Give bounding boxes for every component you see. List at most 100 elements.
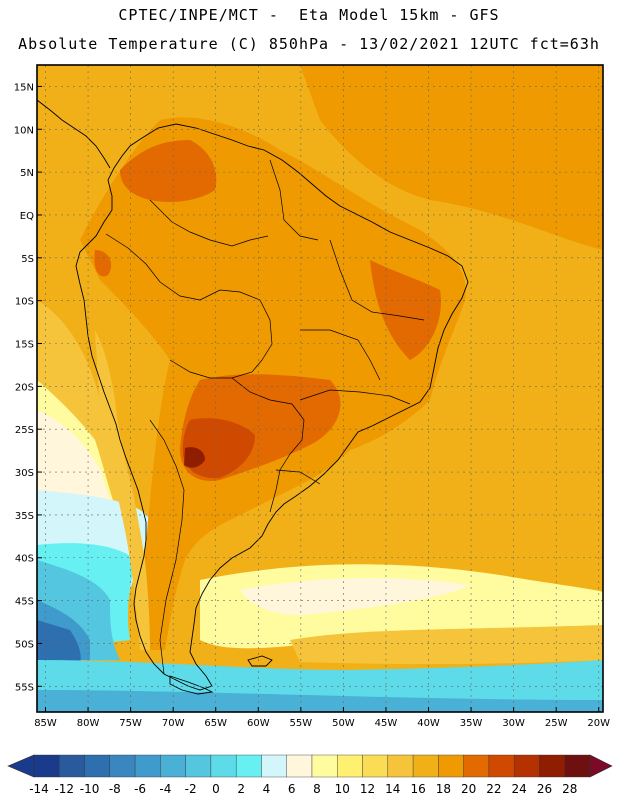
colorbar-label: 26: [537, 782, 552, 796]
colorbar-label: 12: [360, 782, 375, 796]
lat-tick-label: 55S: [15, 682, 34, 693]
colorbar-label: 24: [512, 782, 527, 796]
coastline-tierra-del-fuego: [169, 675, 214, 695]
colorbar-swatch: [463, 754, 490, 778]
colorbar-swatch: [564, 754, 591, 778]
lat-tick-label: 35S: [15, 511, 34, 522]
colorbar-swatch: [513, 754, 540, 778]
borders: [105, 159, 425, 675]
coastlines: [37, 99, 469, 695]
lon-tick-label: 40W: [417, 718, 440, 729]
colorbar-swatch: [539, 754, 565, 778]
lon-tick-label: 45W: [375, 718, 398, 729]
map-frame: [36, 64, 604, 713]
lat-tick-label: 10S: [15, 297, 34, 308]
colorbar-swatch: [311, 754, 338, 778]
lon-tick-label: 55W: [290, 718, 313, 729]
colorbar-label: -14: [29, 782, 49, 796]
colorbar-swatch: [362, 754, 389, 778]
colorbar-swatch: [210, 754, 237, 778]
colorbar-swatch: [337, 754, 363, 778]
border-10: [269, 159, 319, 241]
colorbar-swatch: [412, 754, 439, 778]
field-caribbean: [37, 65, 300, 130]
colorbar-label: -10: [80, 782, 100, 796]
border-9: [329, 239, 425, 321]
colorbar-label: 0: [212, 782, 220, 796]
field-north-atlantic: [300, 65, 603, 250]
lat-tick-label: 30S: [15, 468, 34, 479]
colorbar-swatch: [109, 754, 136, 778]
colorbar-label: -4: [159, 782, 171, 796]
colorbar-label: 16: [410, 782, 425, 796]
lat-tick-label: 5S: [21, 254, 34, 265]
field-south-5: [37, 620, 81, 665]
lat-tick-label: 10N: [14, 125, 34, 136]
colorbar-label: -6: [134, 782, 146, 796]
lat-tick-label: 50S: [15, 639, 34, 650]
chart-title: CPTEC/INPE/MCT - Eta Model 15km - GFS: [118, 6, 500, 24]
field-atlantic-cool-2: [240, 578, 470, 615]
lon-tick-label: 85W: [34, 718, 57, 729]
colorbar-label: 22: [486, 782, 501, 796]
lon-tick-label: 60W: [247, 718, 270, 729]
colorbar-swatch: [185, 754, 212, 778]
colorbar-arrow-right: [589, 754, 613, 778]
field-atlantic-mid: [290, 625, 603, 665]
coastline-south-america: [75, 123, 469, 691]
border-4: [169, 359, 263, 379]
colorbar-label: -2: [185, 782, 197, 796]
lon-tick-label: 65W: [204, 718, 227, 729]
colorbar-swatch: [286, 754, 313, 778]
colorbar-swatch: [160, 754, 186, 778]
field-andes: [95, 330, 150, 650]
lon-tick-label: 30W: [502, 718, 525, 729]
colorbar-swatch: [488, 754, 515, 778]
colorbar-label: -12: [54, 782, 74, 796]
field-drake-2: [37, 690, 603, 712]
colorbar-swatch: [235, 754, 262, 778]
colorbar-swatch: [387, 754, 414, 778]
field-chaco-max: [184, 447, 205, 468]
lon-tick-label: 35W: [460, 718, 483, 729]
lat-tick-label: 40S: [15, 554, 34, 565]
colorbar-label: 8: [313, 782, 321, 796]
lat-tick-label: EQ: [20, 211, 34, 222]
colorbar-label: -8: [109, 782, 121, 796]
border-8: [300, 329, 381, 381]
lat-tick-label: 25S: [15, 425, 34, 436]
colorbar-label: 18: [436, 782, 451, 796]
border-7: [149, 419, 185, 675]
lat-tick-label: 15N: [14, 82, 34, 93]
lon-tick-label: 20W: [587, 718, 610, 729]
lon-tick-label: 25W: [545, 718, 568, 729]
lat-tick-label: 5N: [20, 168, 34, 179]
temperature-field: [37, 65, 603, 712]
colorbar-swatch: [84, 754, 111, 778]
field-ne-brazil-hot: [370, 260, 441, 360]
lat-tick-label: 20S: [15, 382, 34, 393]
lon-tick-label: 70W: [162, 718, 185, 729]
colorbar-label: 28: [562, 782, 577, 796]
lon-tick-label: 75W: [119, 718, 142, 729]
lon-tick-label: 50W: [332, 718, 355, 729]
border-1: [149, 199, 269, 247]
colorbar: -14 -12 -10 -8 -6 -4 -2 0 2 4 6 8 10 12 14 16 18 20 22 24 26…: [7, 754, 613, 796]
colorbar-swatch: [59, 754, 85, 778]
colorbar-arrow-left: [7, 754, 35, 778]
border-3: [199, 289, 273, 361]
colorbar-swatch: [134, 754, 161, 778]
lat-tick-label: 15S: [15, 340, 34, 351]
gridlines: [37, 65, 603, 712]
border-11: [299, 389, 411, 405]
chart-subtitle: Absolute Temperature (C) 850hPa - 13/02/…: [18, 35, 600, 53]
field-venezuela-hot: [120, 140, 217, 202]
coastline-falklands: [247, 655, 273, 667]
colorbar-swatch: [438, 754, 464, 778]
colorbar-swatch: [261, 754, 287, 778]
lon-tick-label: 80W: [77, 718, 100, 729]
colorbar-label: 6: [288, 782, 296, 796]
lat-tick-label: 45S: [15, 597, 34, 608]
border-12: [275, 469, 321, 485]
